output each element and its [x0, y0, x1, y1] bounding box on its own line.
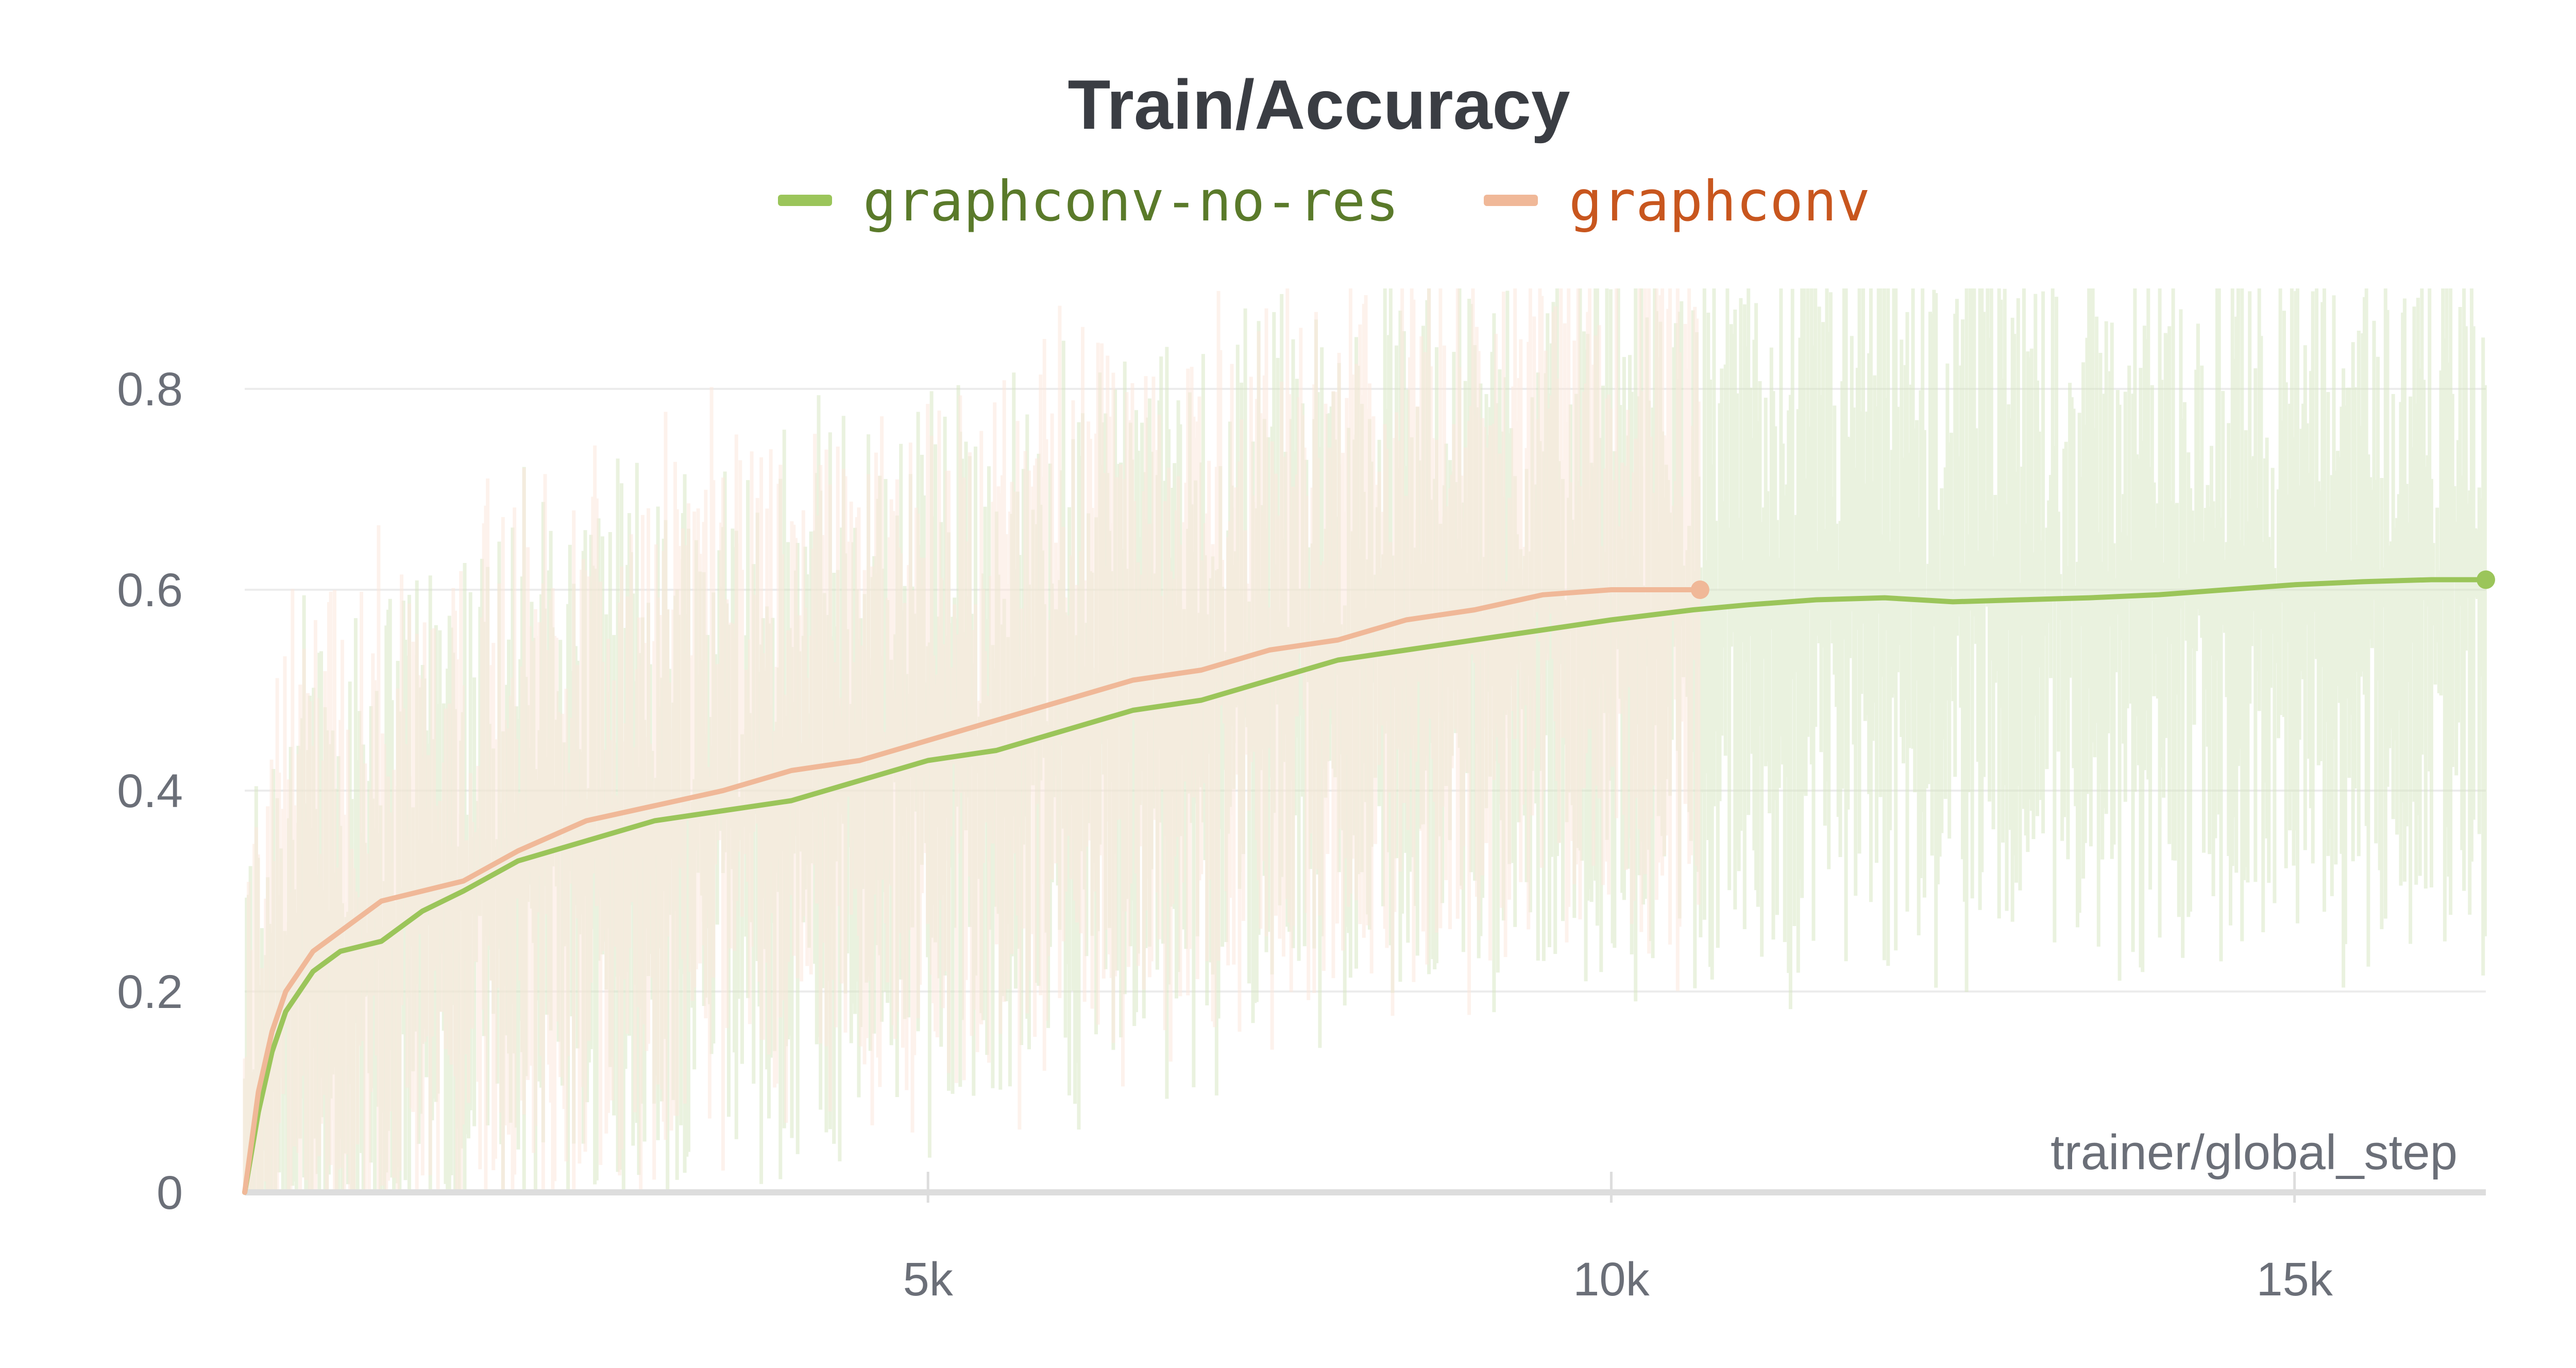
legend-label-0: graphconv-no-res	[863, 169, 1399, 234]
y-tick-label-0: 0	[157, 1167, 183, 1219]
series-line-0	[242, 577, 2488, 1195]
y-tick-label-4: 0.8	[117, 363, 183, 416]
x-tick-label-1: 10k	[1573, 1253, 1650, 1306]
y-tick-label-1: 0.2	[117, 966, 183, 1018]
series-endpoint-1	[1690, 580, 1709, 599]
y-tick-label-2: 0.4	[117, 765, 183, 817]
legend-swatch-1	[1484, 195, 1538, 206]
x-tick-label-0: 5k	[903, 1253, 954, 1306]
axes: 5k 10k 15k	[245, 1172, 2486, 1306]
legend-label-1: graphconv	[1569, 169, 1870, 234]
legend-swatch-0	[778, 195, 832, 206]
raw-series-layer	[243, 288, 2487, 1192]
y-tick-label-3: 0.6	[117, 564, 183, 617]
chart-title: Train/Accuracy	[1067, 65, 1570, 144]
series-endpoint-0	[2477, 570, 2495, 589]
legend: graphconv-no-res graphconv	[778, 169, 1870, 234]
raw-series-1	[243, 288, 1701, 1192]
series-layer	[242, 570, 2495, 1195]
x-tick-label-2: 15k	[2256, 1253, 2333, 1306]
x-axis-label: trainer/global_step	[2050, 1125, 2458, 1180]
series-line-1	[242, 587, 1703, 1195]
